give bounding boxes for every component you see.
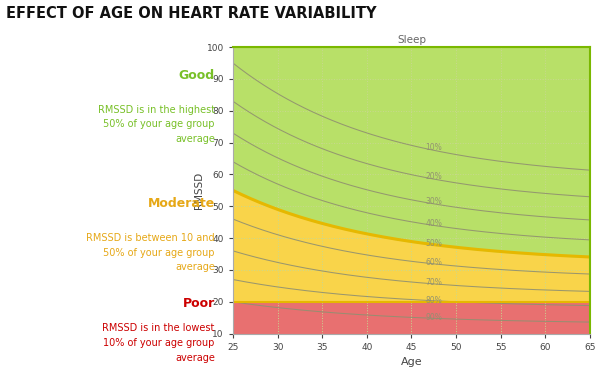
Text: 40%: 40% — [425, 219, 442, 228]
Text: 70%: 70% — [425, 279, 442, 288]
Y-axis label: RMSSD: RMSSD — [194, 172, 204, 209]
Text: EFFECT OF AGE ON HEART RATE VARIABILITY: EFFECT OF AGE ON HEART RATE VARIABILITY — [6, 6, 376, 21]
Text: 20%: 20% — [425, 172, 442, 181]
Title: Sleep: Sleep — [397, 35, 426, 45]
Text: Good: Good — [178, 69, 215, 82]
Text: Moderate: Moderate — [148, 197, 215, 210]
Text: 80%: 80% — [425, 296, 442, 305]
Text: RMSSD is in the lowest
10% of your age group
average: RMSSD is in the lowest 10% of your age g… — [102, 323, 215, 363]
Text: RMSSD is between 10 and
50% of your age group
average: RMSSD is between 10 and 50% of your age … — [86, 233, 215, 273]
Text: 60%: 60% — [425, 258, 442, 267]
Text: 10%: 10% — [425, 143, 442, 152]
Text: RMSSD is in the highest
50% of your age group
average: RMSSD is in the highest 50% of your age … — [97, 104, 215, 144]
Text: 50%: 50% — [425, 239, 442, 248]
Text: 90%: 90% — [425, 313, 442, 322]
Text: 30%: 30% — [425, 198, 442, 206]
X-axis label: Age: Age — [401, 357, 422, 367]
Text: Poor: Poor — [183, 297, 215, 310]
